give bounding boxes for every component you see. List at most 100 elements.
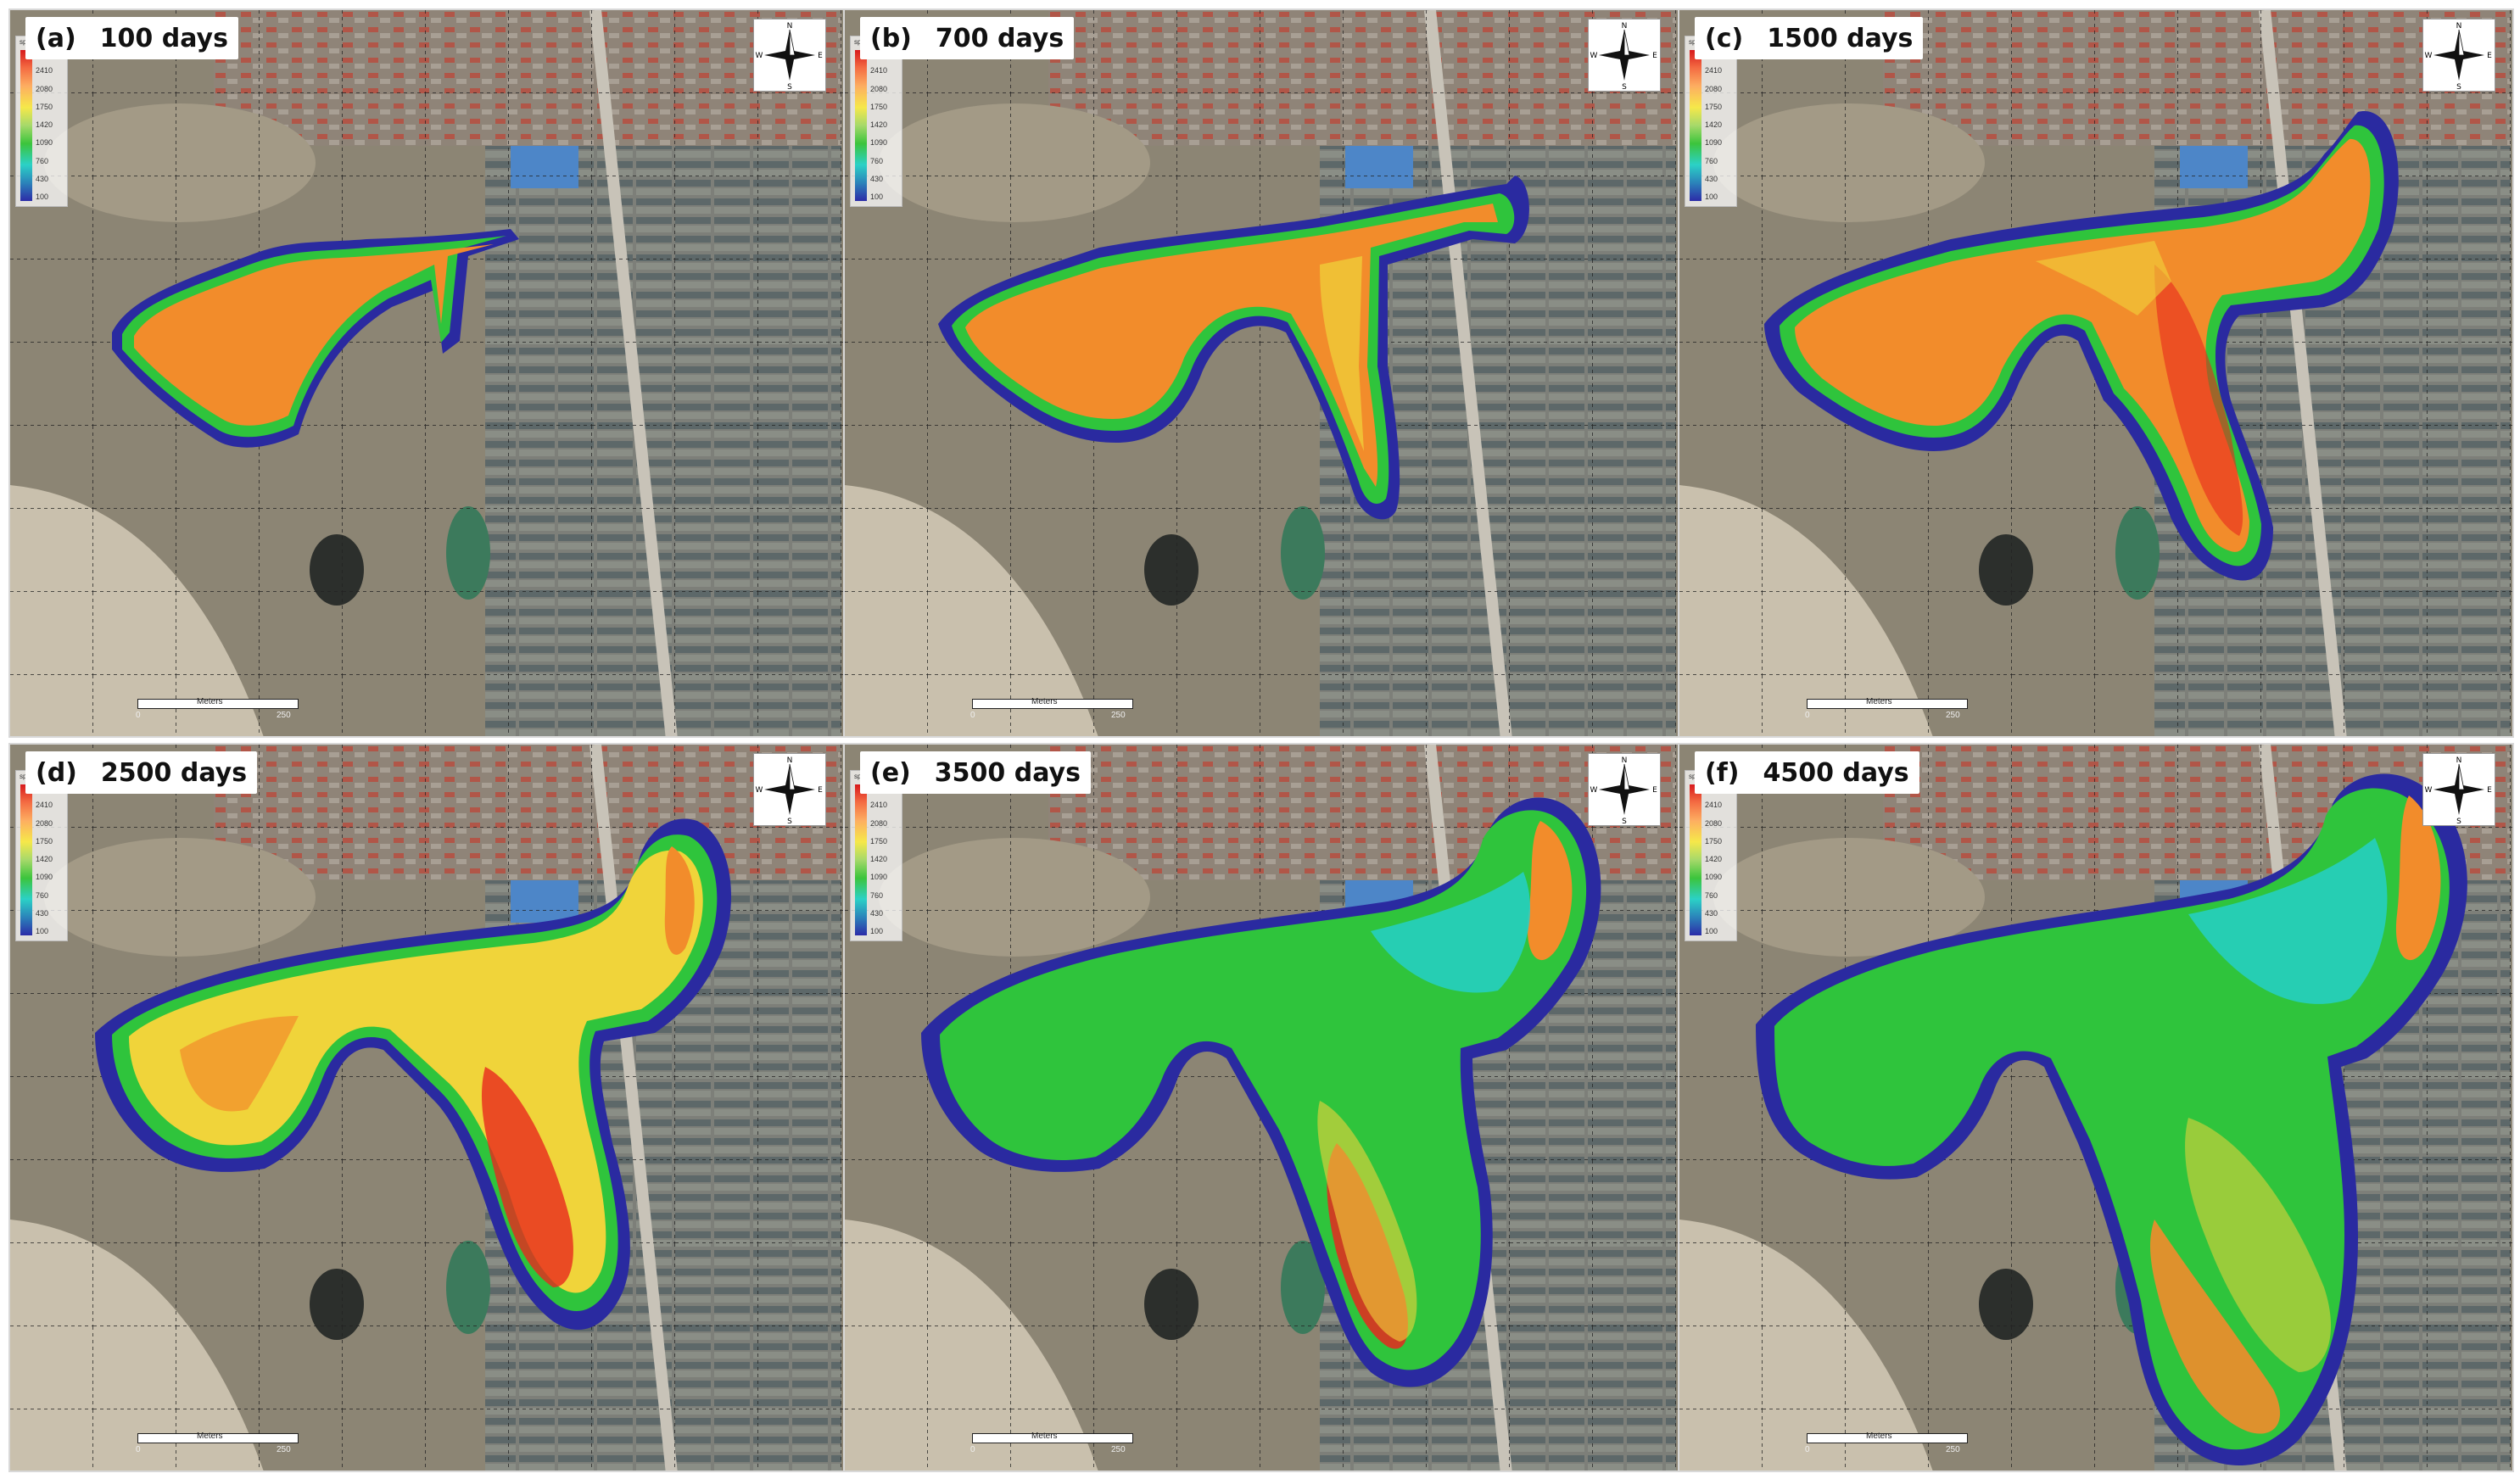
north-arrow-icon: N S E W <box>2422 753 2495 826</box>
panel-title: (a) 100 days <box>25 17 238 59</box>
legend-tick: 1090 <box>1705 873 1723 882</box>
legend-colorbar <box>20 50 32 201</box>
legend-tick: 1750 <box>1705 836 1723 846</box>
legend-tick: 430 <box>870 908 884 918</box>
scale-start: 0 <box>970 1445 975 1454</box>
scale-start: 0 <box>1805 1445 1810 1454</box>
panel-label: 1500 days <box>1767 23 1914 53</box>
scale-bar: Meters 0 250 <box>970 697 1133 724</box>
legend-tick: 100 <box>36 927 49 935</box>
svg-text:N: N <box>1622 756 1628 765</box>
map-panel-d: species 2742 2410 2080 1750 1420 1090 76… <box>8 743 845 1472</box>
legend-tick: 1750 <box>870 836 888 846</box>
scale-bar: Meters 0 250 <box>1805 697 1968 724</box>
svg-text:N: N <box>1622 22 1628 31</box>
svg-text:E: E <box>1652 52 1657 60</box>
legend-tick: 1420 <box>1705 855 1723 863</box>
scale-bar: Meters 0 250 <box>136 1432 299 1459</box>
legend-colorbar <box>20 784 32 935</box>
svg-text:N: N <box>2456 756 2462 765</box>
svg-text:E: E <box>1652 786 1657 795</box>
panel-title: (c) 1500 days <box>1695 17 1924 59</box>
svg-text:W: W <box>1590 52 1598 60</box>
svg-text:S: S <box>1622 83 1627 92</box>
plume-contour <box>1756 773 2467 1465</box>
scale-unit: Meters <box>1866 697 1892 706</box>
map-panel-c: species 2742 2410 2080 1750 1420 1090 76… <box>1678 8 2514 738</box>
svg-text:W: W <box>756 52 763 60</box>
legend-tick: 2080 <box>1705 818 1723 828</box>
svg-text:N: N <box>787 22 793 31</box>
svg-text:N: N <box>787 756 793 765</box>
map-panel-f: species 2742 2410 2080 1750 1420 1090 76… <box>1678 743 2514 1472</box>
scale-bar: Meters 0 250 <box>1805 1432 1968 1459</box>
panel-letter: (c) <box>1705 23 1744 53</box>
scale-unit: Meters <box>197 697 223 706</box>
scale-unit: Meters <box>1031 697 1058 706</box>
legend-tick: 430 <box>36 174 49 183</box>
svg-text:S: S <box>787 83 792 92</box>
legend-tick: 760 <box>1705 156 1718 165</box>
scale-unit: Meters <box>1866 1432 1892 1441</box>
legend-colorbar <box>1690 50 1701 201</box>
legend-tick: 1090 <box>1705 138 1723 148</box>
panel-title: (b) 700 days <box>860 17 1075 59</box>
legend-colorbar <box>855 784 867 935</box>
legend-tick: 1420 <box>36 855 53 863</box>
concentration-legend: species 2742 2410 2080 1750 1420 1090 76… <box>15 770 68 941</box>
legend-tick: 760 <box>870 890 884 900</box>
legend-tick: 2080 <box>36 818 53 828</box>
legend-tick: 1090 <box>36 138 53 148</box>
legend-tick: 1090 <box>870 873 888 882</box>
legend-tick: 100 <box>1705 927 1718 935</box>
svg-text:S: S <box>787 818 792 826</box>
svg-text:E: E <box>2487 52 2492 60</box>
plume-contour <box>112 229 519 448</box>
legend-tick: 100 <box>870 927 884 935</box>
plume-contour <box>95 818 731 1330</box>
legend-tick: 2410 <box>36 801 53 810</box>
legend-tick: 1750 <box>36 836 53 846</box>
svg-text:S: S <box>1622 818 1627 826</box>
north-arrow-icon: N S E W <box>1588 19 1661 92</box>
panel-letter: (a) <box>36 23 76 53</box>
legend-tick: 2080 <box>36 84 53 93</box>
legend-tick: 2410 <box>1705 801 1723 810</box>
concentration-legend: species 2742 2410 2080 1750 1420 1090 76… <box>1685 36 1737 207</box>
panel-title: (d) 2500 days <box>25 751 258 794</box>
legend-tick: 1090 <box>36 873 53 882</box>
legend-tick: 1420 <box>36 120 53 129</box>
legend-tick: 100 <box>870 193 884 201</box>
panel-label: 2500 days <box>100 757 248 788</box>
legend-tick: 760 <box>870 156 884 165</box>
concentration-legend: species 2742 2410 2080 1750 1420 1090 76… <box>850 770 902 941</box>
north-arrow-icon: N S E W <box>753 19 826 92</box>
legend-tick: 430 <box>1705 174 1718 183</box>
panel-letter: (d) <box>36 757 77 788</box>
panel-label: 100 days <box>99 23 228 53</box>
north-arrow-icon: N S E W <box>1588 753 1661 826</box>
svg-text:S: S <box>2456 818 2461 826</box>
scale-start: 0 <box>136 1445 141 1454</box>
map-panel-a: species 2742 2410 2080 1750 1420 1090 76… <box>8 8 845 738</box>
scale-start: 0 <box>970 711 975 720</box>
satellite-basemap <box>845 10 1678 736</box>
scale-bar: Meters 0 250 <box>970 1432 1133 1459</box>
scale-end: 250 <box>277 711 291 720</box>
panel-letter: (f) <box>1705 757 1740 788</box>
legend-tick: 760 <box>36 890 49 900</box>
svg-text:W: W <box>2425 786 2433 795</box>
panel-title: (e) 3500 days <box>860 751 1091 794</box>
panel-label: 700 days <box>935 23 1064 53</box>
legend-tick: 1420 <box>1705 120 1723 129</box>
concentration-legend: species 2742 2410 2080 1750 1420 1090 76… <box>15 36 68 207</box>
legend-tick: 2410 <box>870 66 888 75</box>
panel-letter: (e) <box>870 757 911 788</box>
legend-tick: 2410 <box>870 801 888 810</box>
map-panel-e: species 2742 2410 2080 1750 1420 1090 76… <box>843 743 1679 1472</box>
svg-text:E: E <box>818 52 823 60</box>
legend-tick: 100 <box>36 193 49 201</box>
scale-end: 250 <box>1111 1445 1126 1454</box>
scale-unit: Meters <box>197 1432 223 1441</box>
map-panel-b: species 2742 2410 2080 1750 1420 1090 76… <box>843 8 1679 738</box>
